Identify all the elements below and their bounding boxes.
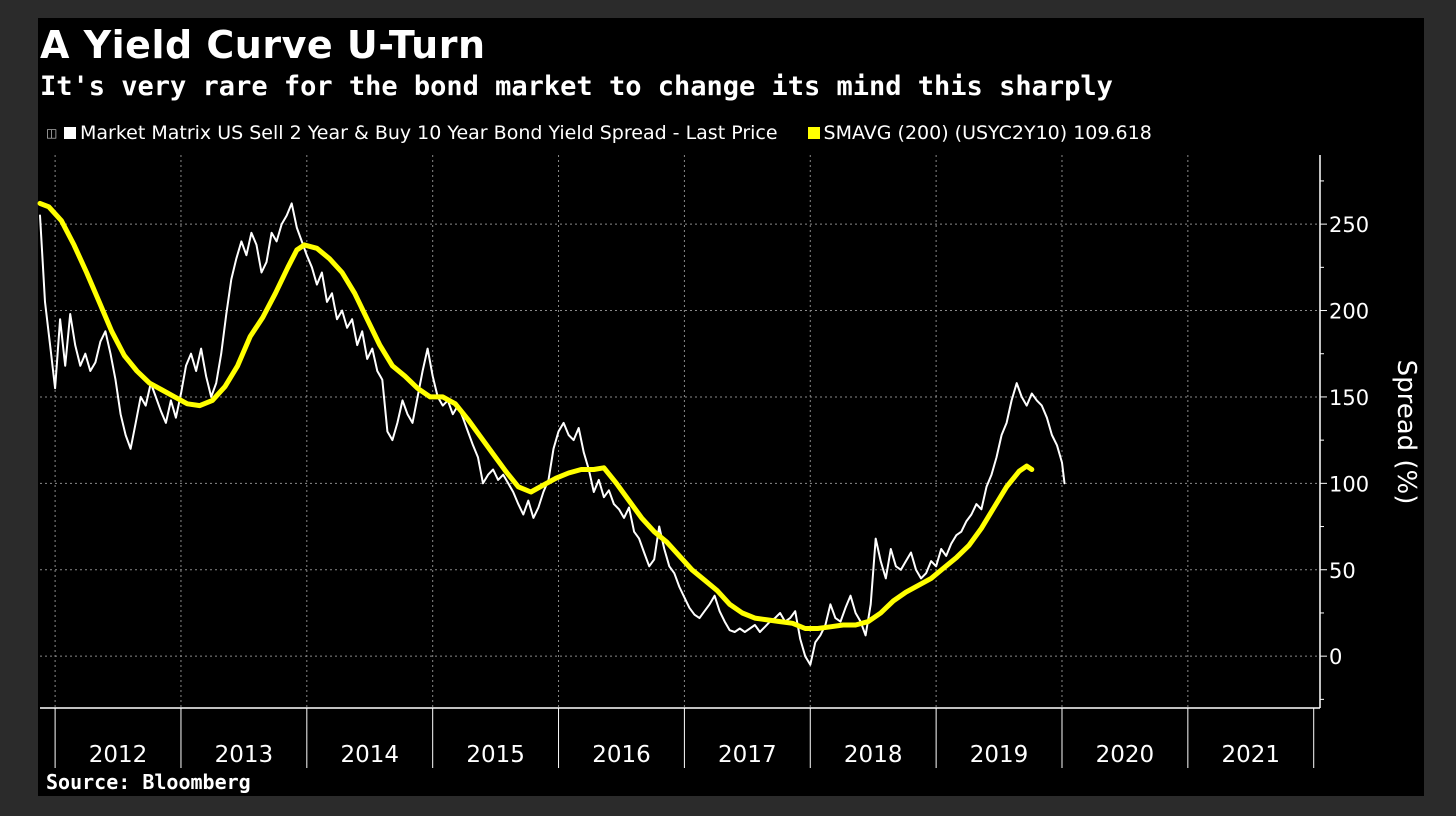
grid-lines [40,155,1320,708]
x-tick-label: 2012 [89,742,148,768]
legend-label-sma: SMAVG (200) (USYC2Y10) 109.618 [823,122,1152,144]
y-tick-label: 50 [1329,559,1356,583]
x-tick-label: 2013 [215,742,274,768]
y-tick-label: 150 [1329,386,1369,410]
axes [40,155,1327,768]
legend-swatch-sma [807,127,820,139]
chart-title: A Yield Curve U-Turn [40,23,486,67]
y-tick-label: 250 [1329,213,1369,237]
y-tick-label: 200 [1329,300,1369,324]
sma-series-line [37,200,1035,631]
legend-swatch-spread [64,127,76,139]
x-tick-label: 2016 [592,742,651,768]
series-group [37,200,1066,666]
source-note: Source: Bloomberg [46,770,251,794]
legend-label-spread: Market Matrix US Sell 2 Year & Buy 10 Ye… [80,122,778,144]
x-tick-label: 2020 [1096,742,1155,768]
legend-control-icon[interactable]: ◫ [46,126,58,140]
legend-item-spread[interactable]: Market Matrix US Sell 2 Year & Buy 10 Ye… [64,122,778,144]
chart-subtitle: It's very rare for the bond market to ch… [40,71,1113,102]
y-tick-label: 100 [1329,472,1369,496]
x-tick-label: 2015 [466,742,525,768]
x-tick-label: 2021 [1222,742,1281,768]
x-tick-label: 2014 [340,742,399,768]
legend-item-sma[interactable]: SMAVG (200) (USYC2Y10) 109.618 [807,122,1152,144]
chart-panel [38,18,1424,796]
x-tick-label: 2017 [718,742,777,768]
tick-labels: 0 50 100 150 200 250 2012 2013 2014 2015 2016 2017 2… [89,213,1369,768]
y-axis-label: Spread (%) [1391,360,1421,505]
chart-legend: ◫ Market Matrix US Sell 2 Year & Buy 10 … [46,120,1152,146]
spread-series-line [39,202,1066,666]
x-tick-label: 2019 [970,742,1029,768]
x-tick-label: 2018 [844,742,903,768]
y-tick-label: 0 [1329,645,1342,669]
